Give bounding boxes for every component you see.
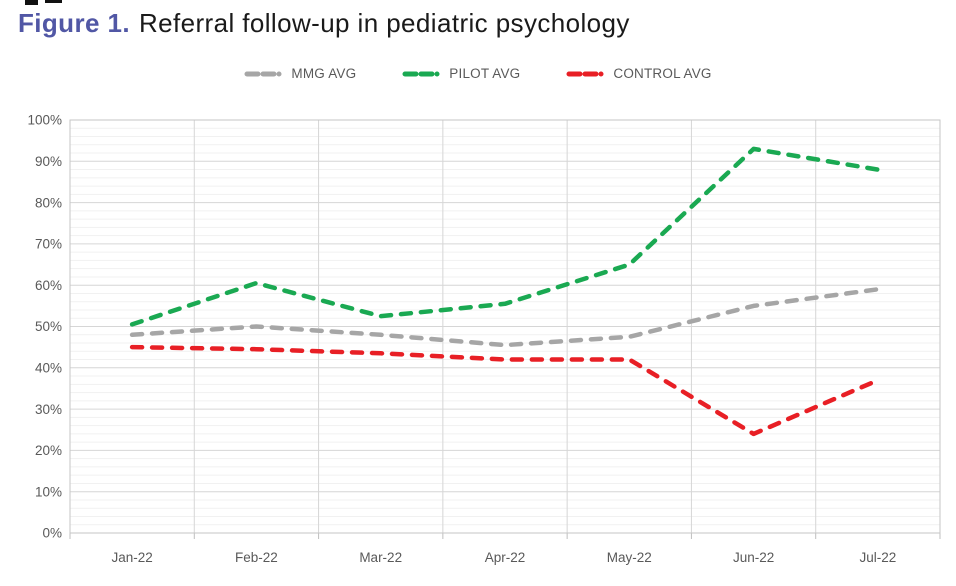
series-line-control-avg [129,344,881,437]
page-crop-artifact [45,0,62,3]
figure-label: Figure 1. [18,8,130,38]
x-tick-label: Jul-22 [860,550,897,565]
x-tick-label: Apr-22 [485,550,526,565]
legend-label: PILOT AVG [449,66,521,81]
x-tick-label: May-22 [607,550,652,565]
series-line-pilot-avg [129,146,881,327]
y-tick-label: 30% [35,402,62,417]
y-tick-label: 80% [35,195,62,210]
x-tick-label: Jun-22 [733,550,774,565]
series-line-mmg-avg [129,287,881,348]
legend: MMG AVG PILOT AVG CONTROL AVG [0,66,956,81]
legend-dash-swatch-icon [244,71,287,76]
y-tick-label: 100% [27,113,62,128]
y-tick-label: 20% [35,443,62,458]
x-tick-label: Feb-22 [235,550,278,565]
legend-item-control-avg: CONTROL AVG [566,66,711,81]
legend-item-pilot-avg: PILOT AVG [402,66,520,81]
y-axis-labels: 0% 10% 20% 30% 40% 50% 60% 70% 80% 90% 100% [27,113,62,541]
gridlines-minor [70,127,940,526]
x-tick-label: Jan-22 [111,550,152,565]
y-tick-label: 0% [42,526,62,541]
legend-label: CONTROL AVG [613,66,712,81]
figure-title-text: Referral follow-up in pediatric psycholo… [138,8,630,38]
y-tick-label: 60% [35,278,62,293]
legend-label: MMG AVG [291,66,357,81]
legend-item-mmg-avg: MMG AVG [244,66,356,81]
y-tick-label: 50% [35,319,62,334]
x-axis-labels: Jan-22 Feb-22 Mar-22 Apr-22 May-22 Jun-22 Jul-… [111,550,896,565]
page-crop-artifact [25,0,38,5]
legend-dash-swatch-icon [566,71,609,76]
y-tick-label: 90% [35,154,62,169]
gridlines-major [70,119,940,534]
y-tick-label: 40% [35,361,62,376]
plot-border [69,119,941,534]
legend-dash-swatch-icon [402,71,445,76]
y-tick-label: 70% [35,237,62,252]
y-tick-label: 10% [35,484,62,499]
x-tick-label: Mar-22 [359,550,402,565]
figure-title: Figure 1. Referral follow-up in pediatric… [18,8,630,39]
